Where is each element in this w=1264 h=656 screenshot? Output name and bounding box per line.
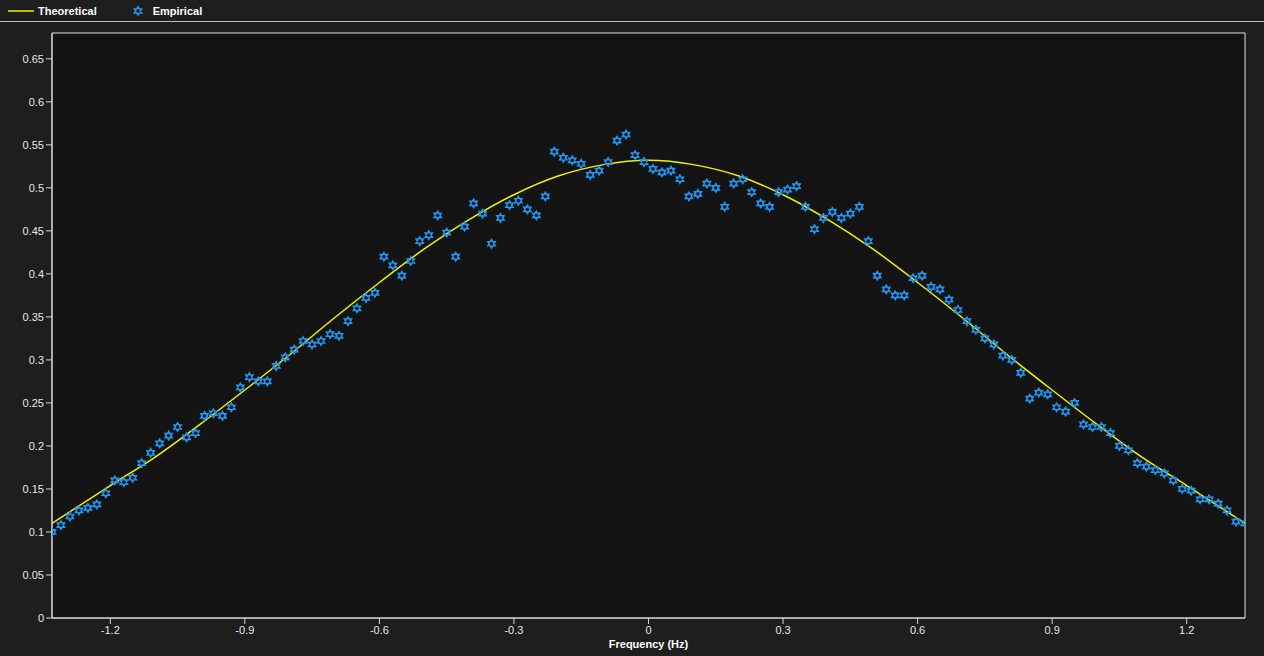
svg-text:-0.6: -0.6 bbox=[370, 624, 389, 636]
svg-text:0.6: 0.6 bbox=[910, 624, 925, 636]
svg-text:0.15: 0.15 bbox=[23, 483, 44, 495]
svg-text:0.05: 0.05 bbox=[23, 569, 44, 581]
svg-text:0.35: 0.35 bbox=[23, 311, 44, 323]
svg-text:0.3: 0.3 bbox=[29, 354, 44, 366]
svg-text:0.55: 0.55 bbox=[23, 139, 44, 151]
svg-text:0.65: 0.65 bbox=[23, 53, 44, 65]
svg-text:0.4: 0.4 bbox=[29, 268, 44, 280]
svg-text:0.45: 0.45 bbox=[23, 225, 44, 237]
svg-text:0.25: 0.25 bbox=[23, 397, 44, 409]
svg-text:0: 0 bbox=[645, 624, 651, 636]
svg-text:1.2: 1.2 bbox=[1179, 624, 1194, 636]
html-text:Empirical: Empirical bbox=[152, 4, 203, 17]
svg-text:0.3: 0.3 bbox=[775, 624, 790, 636]
svg-text:0.9: 0.9 bbox=[1044, 624, 1059, 636]
svg-text:0.5: 0.5 bbox=[29, 182, 44, 194]
svg-text:0.6: 0.6 bbox=[29, 96, 44, 108]
html-text:Theoretical: Theoretical bbox=[38, 4, 97, 17]
svg-text:0.2: 0.2 bbox=[29, 440, 44, 452]
svg-text:0: 0 bbox=[38, 612, 44, 624]
svg-text:-1.2: -1.2 bbox=[101, 624, 120, 636]
svg-text:-0.9: -0.9 bbox=[235, 624, 254, 636]
svg-text:-0.3: -0.3 bbox=[504, 624, 523, 636]
svg-text:0.1: 0.1 bbox=[29, 526, 44, 538]
svg-text:Frequency (Hz): Frequency (Hz) bbox=[609, 638, 689, 650]
